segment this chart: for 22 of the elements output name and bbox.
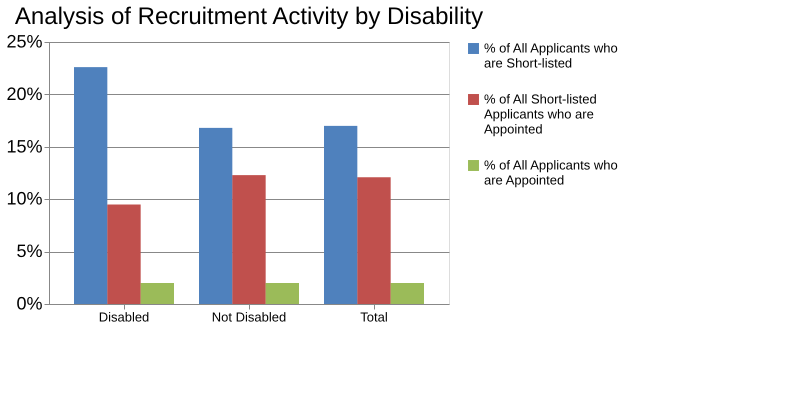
legend-label: % of All Applicants who are Short-listed [484,40,618,70]
bar [232,175,266,304]
bar [107,204,141,304]
y-tick-label: 10% [6,188,42,209]
bar [357,177,391,304]
x-tick-label: Disabled [98,310,150,324]
bar [266,283,299,304]
legend-label: % of All Short-listed Applicants who are Appointed [484,92,597,136]
x-tick-label: Not Disabled [212,310,286,324]
x-tick-label: Total [360,310,388,324]
y-tick-label: 0% [16,294,42,314]
bar [199,128,232,304]
y-tick-label: 15% [6,136,42,156]
y-tick-label: 20% [6,84,42,104]
bar [324,126,358,304]
bar [390,283,424,304]
bar [74,67,108,304]
y-tick-label: 5% [16,241,42,262]
bar [140,283,174,304]
legend-label: % of All Applicants who are Appointed [484,158,618,188]
y-tick-label: 25% [6,32,42,52]
chart-title: Analysis of Recruitment Activity by Disability [14,3,484,30]
